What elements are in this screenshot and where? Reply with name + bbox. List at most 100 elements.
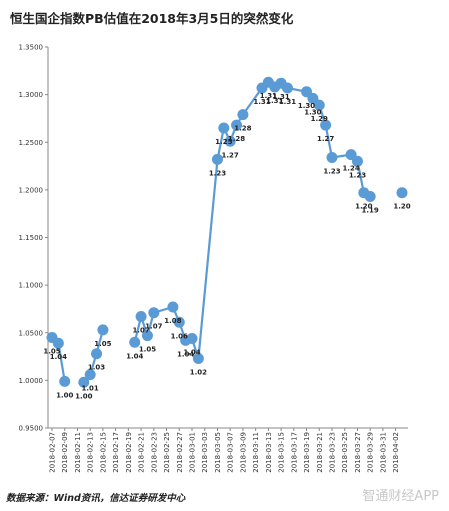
x-tick-label: 2018-03-01: [189, 432, 197, 473]
data-point: [97, 324, 109, 336]
data-label: 1.28: [228, 135, 245, 143]
y-tick-label: 1.1500: [19, 234, 44, 242]
data-point: [148, 307, 160, 319]
y-tick-label: 1.2000: [19, 186, 44, 194]
data-label: 1.23: [209, 169, 226, 177]
data-point: [351, 155, 363, 167]
data-label: 1.04: [50, 353, 67, 361]
data-point: [218, 122, 230, 134]
data-label: 1.06: [171, 332, 188, 340]
x-tick-label: 2018-02-11: [74, 432, 82, 473]
data-point: [211, 153, 223, 165]
x-tick-label: 2018-02-09: [61, 432, 69, 473]
data-label: 1.07: [132, 327, 149, 335]
data-label: 1.04: [177, 350, 194, 358]
x-tick-label: 2018-02-17: [112, 432, 120, 473]
data-label: 1.30: [304, 108, 321, 116]
data-point: [78, 376, 90, 388]
series-points: [46, 76, 408, 388]
x-tick-label: 2018-03-19: [303, 432, 311, 473]
data-label: 1.28: [234, 125, 251, 133]
x-tick-label: 2018-02-15: [99, 432, 107, 473]
data-point: [173, 316, 185, 328]
data-label: 1.24: [342, 165, 359, 173]
data-label: 1.25: [215, 138, 232, 146]
data-label: 1.29: [311, 115, 328, 123]
data-label: 1.20: [355, 203, 372, 211]
chart-axes: 0.9500 1.0000 1.0500 1.1000 1.1500 1.2000 1.25…: [19, 44, 408, 473]
data-label: 1.00: [56, 391, 73, 399]
x-tick-label: 2018-03-07: [227, 432, 235, 473]
x-tick-label: 2018-03-25: [341, 432, 349, 473]
x-tick-label: 2018-02-13: [87, 432, 95, 473]
data-label: 1.19: [362, 207, 379, 215]
series-line: [133, 80, 371, 359]
x-tick-label: 2018-03-11: [252, 432, 260, 473]
y-tick-label: 1.2500: [19, 139, 44, 147]
data-label: 1.31: [279, 98, 296, 106]
data-labels: 1.051.041.00 1.001.011.031.051.041.071.05…: [43, 92, 410, 400]
data-point: [167, 301, 179, 313]
data-point: [320, 119, 332, 131]
data-label: 1.04: [126, 352, 143, 360]
data-point: [326, 151, 338, 163]
data-point: [59, 375, 71, 387]
y-tick-label: 1.3000: [19, 91, 44, 99]
data-label: 1.07: [145, 323, 162, 331]
x-tick-label: 2018-04-02: [392, 432, 400, 473]
data-label: 1.02: [190, 368, 207, 376]
x-tick-label: 2018-03-03: [201, 432, 209, 473]
data-label: 1.23: [323, 167, 340, 175]
y-tick-label: 1.3500: [19, 44, 44, 52]
watermark: 智通财经APP: [362, 489, 439, 504]
data-label: 1.03: [88, 364, 105, 372]
data-point: [52, 337, 64, 349]
data-point: [231, 119, 243, 131]
data-label: 1.27: [222, 151, 239, 159]
data-label: 1.05: [139, 346, 156, 354]
data-label: 1.23: [349, 171, 366, 179]
chart-title: 恒生国企指数PB估值在2018年3月5日的突然变化: [10, 11, 294, 26]
data-label: 1.01: [82, 385, 99, 393]
data-source-note: 数据来源：Wind资讯，信达证券研发中心: [6, 493, 186, 504]
y-tick-label: 0.9500: [19, 425, 44, 433]
data-label: 1.27: [317, 135, 334, 143]
data-point: [281, 82, 293, 94]
x-tick-label: 2018-03-17: [290, 432, 298, 473]
y-tick-label: 1.0000: [19, 377, 44, 385]
x-tick-label: 2018-03-27: [354, 432, 362, 473]
data-label: 1.08: [164, 317, 181, 325]
x-tick-label: 2018-03-05: [214, 432, 222, 473]
data-label: 1.20: [393, 203, 410, 211]
x-tick-label: 2018-03-29: [367, 432, 375, 473]
data-label: 1.30: [298, 102, 315, 110]
x-tick-label: 2018-02-25: [163, 432, 171, 473]
data-point: [224, 135, 236, 147]
x-tick-label: 2018-03-15: [278, 432, 286, 473]
data-point: [396, 187, 408, 199]
x-tick-label: 2018-02-19: [125, 432, 133, 473]
x-tick-label: 2018-02-07: [49, 432, 57, 473]
data-label: 1.31: [260, 92, 277, 100]
x-tick-label: 2018-03-31: [379, 432, 387, 473]
data-label: 1.05: [43, 348, 60, 356]
x-tick-label: 2018-02-21: [138, 432, 146, 473]
x-tick-label: 2018-03-23: [329, 432, 337, 473]
data-label: 1.31: [266, 97, 283, 105]
data-label: 1.00: [75, 392, 92, 400]
x-tick-label: 2018-02-27: [176, 432, 184, 473]
y-tick-label: 1.1000: [19, 282, 44, 290]
x-tick-label: 2018-02-23: [150, 432, 158, 473]
x-tick-label: 2018-03-13: [265, 432, 273, 473]
y-tick-label: 1.0500: [19, 329, 44, 337]
data-point: [192, 352, 204, 364]
data-point: [84, 369, 96, 381]
x-tick-label: 2018-03-09: [239, 432, 247, 473]
data-label: 1.04: [183, 348, 200, 356]
data-point: [91, 348, 103, 360]
data-point: [141, 330, 153, 342]
data-label: 1.31: [272, 93, 289, 101]
data-label: 1.05: [94, 340, 111, 348]
data-point: [186, 332, 198, 344]
